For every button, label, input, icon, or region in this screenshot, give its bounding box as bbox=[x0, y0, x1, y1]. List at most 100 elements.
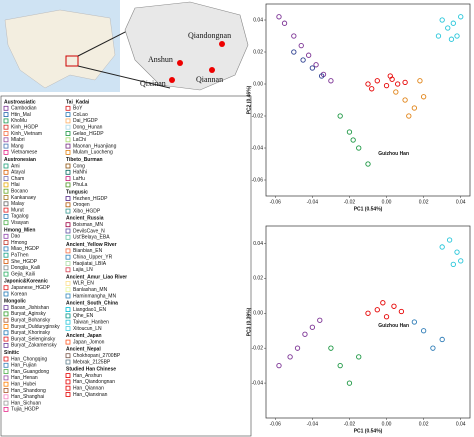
legend-label: Murut bbox=[11, 207, 24, 213]
legend-symbol bbox=[3, 311, 9, 317]
y-tick-label: 0.00 bbox=[253, 81, 263, 87]
y-tick-label: -0.02 bbox=[252, 113, 264, 119]
legend-label: PaThen bbox=[11, 253, 29, 259]
legend-label: Korean bbox=[11, 291, 27, 297]
point bbox=[411, 105, 418, 111]
point bbox=[395, 81, 401, 87]
legend-symbol bbox=[3, 118, 9, 124]
legend-label: Japanese_HGDP bbox=[11, 285, 51, 291]
point bbox=[306, 52, 312, 58]
legend-label: Htin_Mal bbox=[11, 112, 31, 118]
legend-label: Dai_HGDP bbox=[73, 118, 98, 124]
legend-label: Kankanaey bbox=[11, 195, 37, 201]
legend-symbol bbox=[65, 248, 71, 254]
legend-label: Han_Shanghai bbox=[11, 394, 44, 400]
legend-label: Han_Anshun bbox=[73, 373, 102, 379]
point bbox=[313, 62, 319, 68]
point bbox=[328, 78, 334, 84]
legend-label: Oroqen bbox=[73, 202, 90, 208]
x-tick-label: -0.02 bbox=[344, 421, 356, 427]
legend-symbol bbox=[65, 385, 71, 391]
point bbox=[420, 328, 427, 334]
map-panel: Anshun Qiandongnan Qixinan Qiannan bbox=[0, 0, 249, 92]
y-tick-label: 0.02 bbox=[253, 49, 263, 55]
legend-label: Chokhopani_2700BP bbox=[73, 353, 121, 359]
legend-symbol bbox=[65, 392, 71, 397]
legend-symbol bbox=[3, 124, 9, 130]
legend-group-title: Tungusic bbox=[66, 190, 88, 196]
legend-symbol bbox=[3, 362, 9, 368]
zoom-line bbox=[77, 65, 171, 89]
legend-symbol bbox=[3, 285, 9, 291]
point bbox=[391, 303, 397, 309]
point bbox=[302, 331, 308, 337]
region-box bbox=[65, 55, 79, 67]
legend-label: China_Upper_YR bbox=[73, 255, 113, 261]
point bbox=[458, 14, 464, 20]
x-axis-label: PC1 (0.54%) bbox=[354, 428, 383, 434]
legend-symbol bbox=[3, 105, 9, 111]
legend-symbol bbox=[65, 169, 71, 175]
legend-symbol bbox=[3, 195, 9, 200]
legend-symbol bbox=[65, 176, 71, 182]
point bbox=[439, 17, 445, 23]
legend-label: Gelao_HGDP bbox=[73, 131, 104, 137]
legend-label: Han_Qiandongnan bbox=[73, 379, 115, 385]
legend-label: Mulam_Luocheng bbox=[73, 150, 113, 156]
legend-label: Han_Chongqing bbox=[11, 356, 47, 362]
legend-symbol bbox=[65, 313, 71, 319]
legend-label: Xibo_HGDP bbox=[73, 208, 101, 214]
legend-label: Mlabri bbox=[11, 137, 25, 143]
legend-label: Hezhen_HGDP bbox=[73, 196, 108, 202]
legend-label: Xitoucun_LN bbox=[73, 326, 102, 332]
place-label: Qixinan bbox=[140, 79, 166, 88]
legend-label: Dao bbox=[11, 234, 20, 240]
point bbox=[398, 308, 405, 315]
legend: AustroasiaticCambodianHtin_MalKhoMuKinh_… bbox=[0, 95, 252, 437]
x-tick-label: -0.04 bbox=[307, 199, 319, 205]
legend-symbol bbox=[3, 324, 9, 329]
legend-symbol bbox=[3, 259, 9, 264]
legend-label: Han_Fujian bbox=[11, 363, 37, 369]
site-marker bbox=[169, 77, 175, 83]
legend-group-title: Mongolic bbox=[4, 299, 26, 305]
legend-symbol bbox=[65, 208, 71, 214]
legend-label: Hmong bbox=[11, 240, 27, 246]
legend-symbol bbox=[3, 330, 9, 336]
point bbox=[318, 73, 325, 79]
legend-label: Banlashan_MN bbox=[73, 287, 108, 293]
point bbox=[450, 261, 456, 268]
point bbox=[356, 145, 362, 151]
legend-label: Lajia_LN bbox=[73, 267, 93, 273]
legend-symbol bbox=[65, 307, 71, 313]
legend-label: Taiwan_Hanben bbox=[73, 320, 109, 326]
legend-group-title: Austroasiatic bbox=[4, 99, 36, 105]
legend-symbol bbox=[3, 240, 9, 246]
legend-symbol bbox=[3, 356, 9, 362]
legend-symbol bbox=[65, 267, 71, 273]
legend-symbol bbox=[3, 176, 9, 182]
point bbox=[402, 79, 408, 86]
legend-label: Dong_Hunan bbox=[73, 125, 103, 131]
legend-symbol bbox=[65, 373, 71, 379]
x-tick-label: -0.06 bbox=[270, 199, 282, 205]
legend-label: Buryat_Khorinsky bbox=[11, 330, 51, 336]
legend-label: Buryat_Bohansky bbox=[11, 318, 51, 324]
legend-group-title: Ancient_Amur_Liao River bbox=[66, 274, 127, 280]
y-tick-label: 0.04 bbox=[253, 241, 263, 247]
legend-symbol bbox=[65, 163, 71, 169]
legend-group-title: Tibeto_Burman bbox=[66, 157, 103, 163]
legend-symbol bbox=[3, 131, 9, 136]
legend-symbol bbox=[3, 317, 9, 323]
point bbox=[276, 14, 282, 20]
y-tick-label: -0.02 bbox=[252, 346, 264, 352]
legend-symbol bbox=[3, 137, 9, 143]
legend-label: Atayal bbox=[11, 170, 25, 176]
point bbox=[439, 244, 445, 250]
point bbox=[417, 78, 423, 84]
legend-label: Han_Shandong bbox=[11, 388, 46, 394]
y-tick-label: 0.00 bbox=[253, 311, 263, 317]
legend-symbol bbox=[3, 394, 9, 400]
point bbox=[380, 300, 386, 306]
legend-label: KhoMu bbox=[11, 118, 27, 124]
